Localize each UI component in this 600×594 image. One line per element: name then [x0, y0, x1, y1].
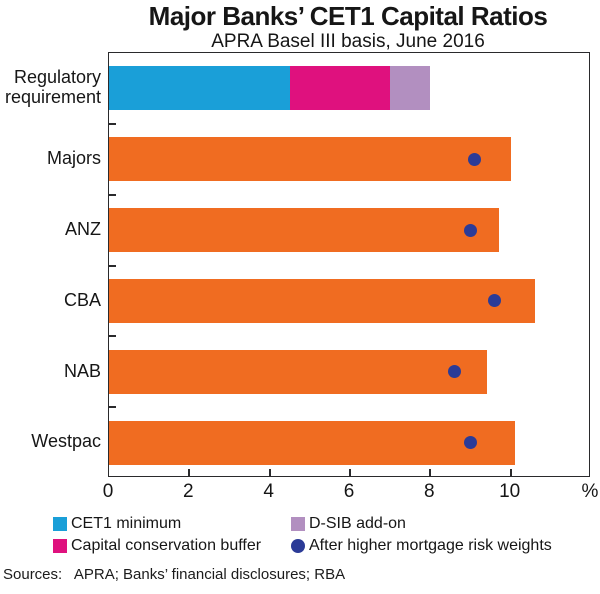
y-axis-minor-tick [109, 122, 116, 125]
legend-item-after-higher-mortgage-risk-weights: After higher mortgage risk weights [291, 537, 552, 555]
x-axis-tick-label-8: 8 [424, 481, 435, 502]
mortgage-risk-weight-dot-majors [468, 152, 482, 166]
mortgage-risk-weight-dot-westpac [464, 436, 477, 450]
chart-subtitle: APRA Basel III basis, June 2016 [211, 31, 485, 52]
x-axis-tick-6 [349, 469, 351, 476]
x-axis-tick-2 [188, 469, 191, 476]
y-axis-minor-tick [109, 193, 116, 196]
category-label-regulatory-requirement: Regulatory requirement [4, 67, 101, 108]
legend-label: Capital conservation buffer [71, 537, 262, 554]
legend-item-capital-conservation-buffer: Capital conservation buffer [53, 537, 261, 555]
mortgage-risk-weight-dot-anz [464, 223, 477, 237]
legend-label: D-SIB add-on [309, 515, 406, 532]
y-axis-minor-tick [109, 406, 116, 409]
x-axis-tick-label-10: 10 [499, 481, 521, 502]
x-axis-unit-label: % [581, 481, 599, 502]
x-axis-tick-label-6: 6 [343, 481, 355, 502]
legend-item-d-sib-add-on: D-SIB add-on [291, 515, 406, 533]
legend-circle-swatch [291, 539, 305, 553]
bank-bar-majors [109, 137, 511, 182]
x-axis-tick-4 [268, 469, 271, 476]
chart-title: Major Banks’ CET1 Capital Ratios [148, 1, 548, 31]
x-axis-tick-8 [429, 469, 432, 476]
plot-area [108, 52, 590, 477]
mortgage-risk-weight-dot-nab [447, 365, 461, 379]
bank-bar-anz [109, 208, 499, 253]
category-label-westpac: Westpac [31, 431, 101, 452]
legend-label: After higher mortgage risk weights [309, 537, 552, 554]
sources-note: Sources: APRA; Banks’ financial disclosu… [3, 566, 346, 583]
legend-square-swatch [291, 517, 305, 531]
y-axis-minor-tick [109, 264, 116, 267]
legend-square-swatch [53, 539, 67, 553]
x-axis-tick-10 [509, 469, 512, 476]
category-label-anz: ANZ [65, 218, 101, 239]
x-axis-tick-label-0: 0 [102, 481, 114, 502]
legend-item-cet1-minimum: CET1 minimum [53, 515, 181, 533]
stack-segment-capital-conservation-buffer [289, 66, 391, 111]
legend-label: CET1 minimum [71, 515, 182, 532]
stack-segment-cet1-minimum [109, 66, 290, 111]
category-label-cba: CBA [63, 289, 101, 310]
bank-bar-nab [109, 349, 487, 394]
bank-bar-westpac [109, 420, 515, 465]
bank-bar-cba [109, 278, 535, 323]
category-label-majors: Majors [46, 148, 101, 169]
category-label-nab: NAB [63, 360, 101, 381]
x-axis-tick-label-2: 2 [183, 481, 194, 502]
x-axis-tick-label-4: 4 [263, 481, 274, 502]
stack-segment-d-sib-add-on [390, 66, 431, 111]
y-axis-minor-tick [109, 335, 116, 338]
mortgage-risk-weight-dot-cba [488, 294, 502, 308]
legend-square-swatch [53, 517, 67, 531]
regulatory-requirement-stacked-bar [109, 66, 589, 111]
